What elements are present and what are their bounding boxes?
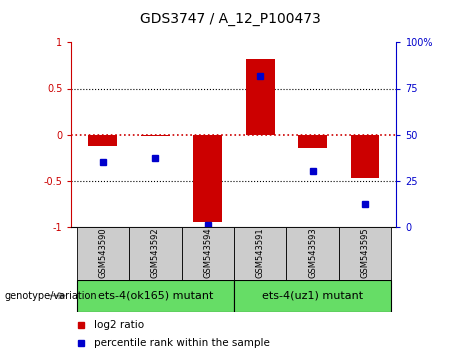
Bar <box>246 59 275 135</box>
Bar <box>351 135 379 178</box>
Bar <box>89 135 117 145</box>
Text: log2 ratio: log2 ratio <box>94 320 144 330</box>
Bar <box>234 280 391 312</box>
Bar <box>77 227 129 280</box>
Text: GSM543594: GSM543594 <box>203 228 212 279</box>
Text: GSM543593: GSM543593 <box>308 228 317 279</box>
Bar <box>339 227 391 280</box>
Bar <box>129 227 182 280</box>
Bar <box>298 135 327 148</box>
Text: GSM543592: GSM543592 <box>151 228 160 279</box>
Text: percentile rank within the sample: percentile rank within the sample <box>94 338 270 348</box>
Bar <box>77 280 234 312</box>
Bar <box>234 227 286 280</box>
Bar <box>193 135 222 222</box>
Bar <box>182 227 234 280</box>
Bar <box>141 135 170 136</box>
Text: ets-4(ok165) mutant: ets-4(ok165) mutant <box>98 291 213 301</box>
Text: GSM543595: GSM543595 <box>361 228 370 279</box>
Text: ets-4(uz1) mutant: ets-4(uz1) mutant <box>262 291 363 301</box>
Text: GSM543590: GSM543590 <box>98 228 107 279</box>
Bar <box>286 227 339 280</box>
Text: GDS3747 / A_12_P100473: GDS3747 / A_12_P100473 <box>140 12 321 27</box>
Text: GSM543591: GSM543591 <box>256 228 265 279</box>
Text: genotype/variation: genotype/variation <box>5 291 97 301</box>
